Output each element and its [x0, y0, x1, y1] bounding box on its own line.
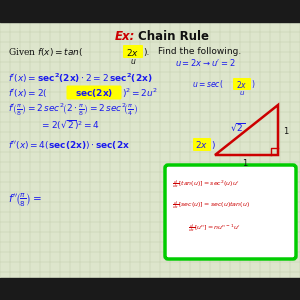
Text: $\frac{d}{dx}[tan(u)] = sec^2(u)u'$: $\frac{d}{dx}[tan(u)] = sec^2(u)u'$	[172, 178, 240, 190]
Text: Chain Rule: Chain Rule	[138, 29, 209, 43]
Text: $f'(x) = 2($: $f'(x) = 2($	[8, 87, 48, 99]
Text: $1$: $1$	[283, 124, 290, 136]
Text: $)^2 = 2u^2$: $)^2 = 2u^2$	[122, 86, 158, 100]
Text: $\frac{d}{dx}[sec(u)] = sec(u)tan(u)$: $\frac{d}{dx}[sec(u)] = sec(u)tan(u)$	[172, 199, 250, 211]
Text: Ex:: Ex:	[115, 29, 135, 43]
Text: $u$: $u$	[130, 58, 136, 67]
Text: $u$: $u$	[239, 89, 245, 97]
FancyBboxPatch shape	[233, 78, 251, 90]
Bar	[0, 22, 300, 278]
Text: $u = sec($: $u = sec($	[192, 78, 224, 90]
Text: $)$: $)$	[251, 78, 255, 90]
Text: $\frac{d}{dx}[u^n] = nu^{n-1}u'$: $\frac{d}{dx}[u^n] = nu^{n-1}u'$	[188, 222, 240, 234]
Text: $f'(x) = \mathbf{sec^2(2x)} \cdot 2 = 2\,\mathbf{sec^2(2x)}$: $f'(x) = \mathbf{sec^2(2x)} \cdot 2 = 2\…	[8, 71, 152, 85]
Text: $\sqrt{2}$: $\sqrt{2}$	[230, 121, 246, 133]
Text: $2x$: $2x$	[195, 140, 208, 151]
Text: $u = 2x \rightarrow u' = 2$: $u = 2x \rightarrow u' = 2$	[175, 56, 236, 68]
Text: $)$: $)$	[211, 139, 216, 151]
FancyBboxPatch shape	[165, 165, 296, 259]
Text: $f''(x) = 4(\mathbf{sec(2x)})\cdot\mathbf{sec(2x}$: $f''(x) = 4(\mathbf{sec(2x)})\cdot\mathb…	[8, 139, 130, 151]
FancyBboxPatch shape	[193, 138, 211, 151]
Bar	[0, 278, 300, 300]
Text: $2x$: $2x$	[236, 79, 248, 89]
FancyBboxPatch shape	[67, 85, 122, 100]
Text: $1$: $1$	[242, 157, 248, 167]
Text: Find the following.: Find the following.	[158, 47, 241, 56]
Text: $= 2(\sqrt{2})^2 = 4$: $= 2(\sqrt{2})^2 = 4$	[40, 118, 100, 132]
FancyBboxPatch shape	[123, 45, 143, 58]
Text: $\mathbf{sec(2x)}$: $\mathbf{sec(2x)}$	[75, 87, 113, 99]
Text: $f''\!\left(\frac{\pi}{8}\right) =$: $f''\!\left(\frac{\pi}{8}\right) =$	[8, 191, 42, 208]
Text: $2x$: $2x$	[126, 46, 140, 58]
Text: ).: ).	[143, 47, 149, 56]
Bar	[0, 0, 300, 22]
Text: Given $f(x) = tan($: Given $f(x) = tan($	[8, 46, 83, 58]
Text: $f'\!\left(\frac{\pi}{8}\right) = 2\,sec^2\!\left(2\cdot\frac{\pi}{8}\right) = 2: $f'\!\left(\frac{\pi}{8}\right) = 2\,sec…	[8, 102, 138, 118]
